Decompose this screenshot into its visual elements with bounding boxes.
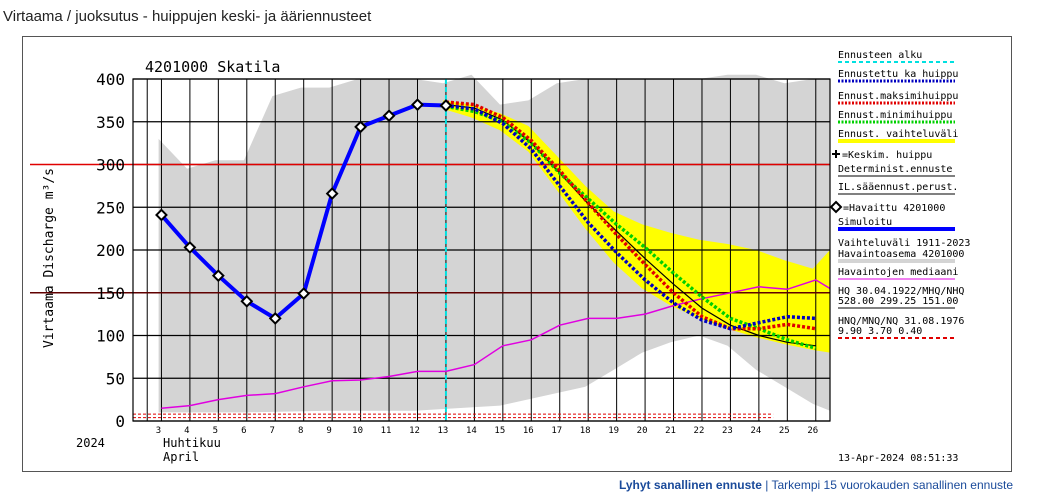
- observed-point: [354, 120, 368, 134]
- x-tick-label: 17: [551, 426, 562, 436]
- observed-point: [211, 269, 225, 283]
- footer-separator: |: [765, 478, 769, 492]
- y-tick-label: 50: [106, 369, 125, 388]
- x-tick-label: 18: [580, 426, 591, 436]
- page-title: Virtaama / juoksutus - huippujen keski- …: [3, 8, 372, 25]
- x-tick-label: 6: [241, 426, 246, 436]
- year-label: 2024: [76, 436, 105, 450]
- legend-label: Ennustettu ka huippu: [838, 69, 958, 80]
- x-tick-label: 26: [807, 426, 818, 436]
- x-tick-label: 15: [494, 426, 505, 436]
- y-tick-label: 300: [96, 156, 125, 175]
- detailed-forecast-link[interactable]: Tarkempi 15 vuorokauden sanallinen ennus…: [771, 478, 1014, 492]
- x-tick-label: 7: [270, 426, 275, 436]
- legend-swatch: [829, 200, 843, 214]
- y-axis-label: Virtaama Discharge m³/s: [42, 168, 57, 348]
- legend-label: Simuloitu: [838, 217, 892, 228]
- legend-label: Vaihteluväli 1911-2023: [838, 238, 970, 249]
- legend-label: 528.00 299.25 151.00: [838, 296, 958, 307]
- forecast-range-area: [443, 100, 830, 353]
- x-tick-label: 24: [750, 426, 761, 436]
- y-tick-label: 200: [96, 241, 125, 260]
- observed-point: [155, 208, 168, 222]
- legend-label: Ennust. vaihteluväli: [838, 129, 958, 140]
- month-label-fi: Huhtikuu: [163, 436, 221, 450]
- legend-label: HQ 30.04.1922/MHQ/NHQ: [838, 286, 964, 297]
- x-tick-label: 16: [523, 426, 534, 436]
- x-tick-label: 14: [466, 426, 477, 436]
- x-tick-label: 4: [184, 426, 189, 436]
- x-tick-label: 11: [381, 426, 392, 436]
- observed-point: [268, 311, 282, 325]
- x-tick-label: 23: [722, 426, 733, 436]
- legend-label: 9.90 3.70 0.40: [838, 326, 922, 337]
- x-tick-label: 13: [438, 426, 449, 436]
- x-tick-label: 19: [608, 426, 619, 436]
- y-tick-label: 350: [96, 113, 125, 132]
- x-tick-label: 5: [213, 426, 218, 436]
- x-tick-label: 3: [156, 426, 161, 436]
- legend-label: Determinist.ennuste: [838, 164, 952, 175]
- x-tick-label: 25: [779, 426, 790, 436]
- footer-links: Lyhyt sanallinen ennuste | Tarkempi 15 v…: [619, 478, 1013, 492]
- plot-border: [132, 78, 831, 422]
- y-tick-label: 100: [96, 327, 125, 346]
- month-label-en: April: [163, 450, 199, 464]
- legend-label: IL.sääennust.perust.: [838, 182, 958, 193]
- y-tick-label: 150: [96, 284, 125, 303]
- y-tick-label: 0: [115, 412, 125, 431]
- observed-point: [325, 187, 339, 200]
- x-tick-label: 8: [298, 426, 303, 436]
- historic-range-area: [158, 74, 831, 413]
- legend-label: =Havaittu 4201000: [843, 203, 945, 214]
- observed-point: [411, 98, 424, 112]
- y-tick-label: 250: [96, 198, 125, 217]
- legend-label: Ennust.minimihuippu: [838, 110, 952, 121]
- observed-point: [297, 287, 311, 301]
- legend-label: HNQ/MNQ/NQ 31.08.1976: [838, 316, 964, 327]
- x-tick-label: 20: [637, 426, 648, 436]
- x-tick-label: 9: [326, 426, 331, 436]
- x-tick-label: 12: [409, 426, 420, 436]
- x-tick-label: 21: [665, 426, 676, 436]
- x-tick-label: 22: [694, 426, 705, 436]
- legend-label: =Keskim. huippu: [842, 150, 932, 161]
- short-forecast-link[interactable]: Lyhyt sanallinen ennuste: [618, 478, 762, 492]
- det-forecast-series: [445, 103, 816, 331]
- timestamp: 13-Apr-2024 08:51:33: [838, 453, 958, 464]
- x-tick-label: 10: [352, 426, 363, 436]
- y-tick-label: 400: [96, 70, 125, 89]
- median-series: [161, 279, 831, 409]
- legend-label: Ennust.maksimihuippu: [838, 91, 958, 102]
- observed-point: [240, 294, 254, 308]
- observed-point: [382, 109, 396, 123]
- max-forecast-series: [445, 100, 817, 331]
- legend-label: Ennusteen alku: [838, 50, 922, 61]
- observed-point: [183, 241, 197, 254]
- legend-label: Havaintojen mediaani: [838, 267, 958, 278]
- chart-title: 4201000 Skatila: [145, 58, 280, 76]
- mean-forecast-series: [445, 104, 816, 347]
- legend-label: Havaintoasema 4201000: [838, 249, 964, 260]
- observed-point: [439, 99, 453, 112]
